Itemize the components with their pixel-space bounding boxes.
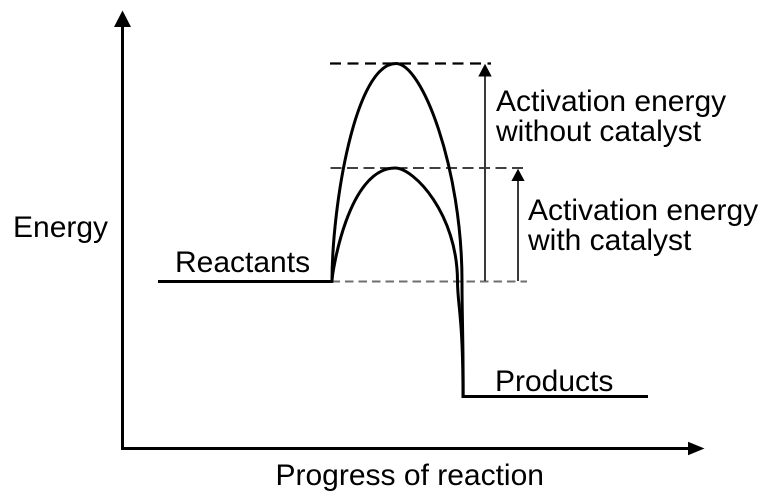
y-axis-arrowhead-icon (114, 10, 131, 27)
activation-with-catalyst-label: Activation energy with catalyst (528, 193, 759, 257)
products-label: Products (495, 364, 614, 398)
activation-without-catalyst-label: Activation energy without catalyst (496, 87, 726, 147)
curve-without-catalyst (330, 61, 465, 398)
activation-with-catalyst-label-line1: Activation energy (528, 193, 759, 227)
reactants-label: Reactants (175, 245, 311, 279)
x-axis-label: Progress of reaction (275, 458, 544, 492)
activation-without-catalyst-label-line1: Activation energy (496, 85, 727, 118)
activation-with-catalyst-label-line2: with catalyst (528, 223, 692, 257)
activation-without-catalyst-label-line2: without catalyst (496, 115, 702, 148)
curve-with-catalyst (330, 166, 465, 398)
y-axis-label: Energy (13, 210, 109, 244)
activation-without-arrowhead-icon (478, 63, 492, 77)
activation-with-arrowhead-icon (511, 168, 525, 181)
x-axis-arrowhead-icon (688, 441, 705, 456)
